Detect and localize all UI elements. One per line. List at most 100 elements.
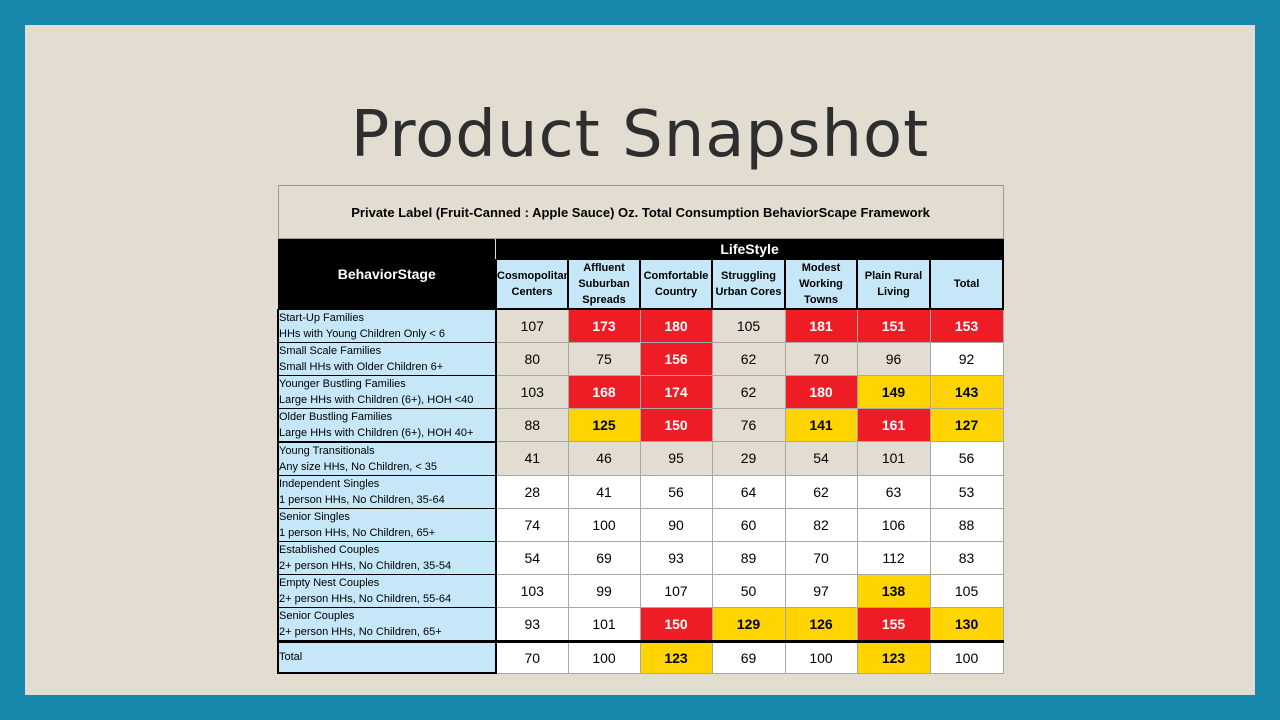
row-label: Senior Singles 1 person HHs, No Children,…	[277, 507, 497, 542]
row-label-segment: Younger Bustling Families	[279, 377, 406, 390]
table-row: Young Transitionals Any size HHs, No Chil…	[277, 440, 1004, 476]
table-cell: 130	[929, 606, 1004, 642]
lifestyle-header: LifeStyle	[495, 238, 1004, 260]
row-label-description: 1 person HHs, No Children, 65+	[279, 526, 436, 539]
table-cell: 150	[639, 606, 713, 642]
table-body: Start-Up Families HHs with Young Children…	[277, 308, 1004, 674]
table-cell: 69	[711, 639, 786, 674]
column-header-line: Plain Rural	[864, 270, 923, 282]
table-cell: 93	[495, 606, 569, 642]
table-cell: 99	[567, 573, 641, 608]
row-label: Older Bustling Families Large HHs with Ch…	[277, 407, 497, 442]
table-cell: 80	[495, 341, 569, 376]
table-cell: 82	[784, 507, 858, 542]
table-cell: 76	[711, 407, 786, 442]
table-cell: 74	[495, 507, 569, 542]
table-cell: 125	[567, 407, 641, 442]
row-label-description: Large HHs with Children (6+), HOH <40	[279, 393, 474, 406]
row-label: Small Scale Families Small HHs with Older…	[277, 341, 497, 376]
column-header-line: Living	[877, 286, 910, 298]
table-cell: 173	[567, 308, 641, 343]
column-header: Plain Rural Living	[856, 259, 931, 310]
table-cell: 105	[929, 573, 1004, 608]
table-cell: 112	[856, 540, 931, 575]
table-row: Established Couples 2+ person HHs, No Chi…	[277, 540, 1004, 575]
row-label-segment: Senior Singles	[279, 510, 350, 523]
total-row: Total 70 100 123 69 100 123 100	[277, 639, 1004, 674]
table-cell: 143	[929, 374, 1004, 409]
row-label: Younger Bustling Families Large HHs with …	[277, 374, 497, 409]
table-cell: 62	[711, 341, 786, 376]
row-label-description: Any size HHs, No Children, < 35	[279, 460, 438, 473]
row-label-segment: Independent Singles	[279, 477, 380, 490]
table-row: Senior Singles 1 person HHs, No Children,…	[277, 507, 1004, 542]
row-label: Empty Nest Couples 2+ person HHs, No Chil…	[277, 573, 497, 608]
table-cell: 123	[856, 639, 931, 674]
table-cell: 150	[639, 407, 713, 442]
column-header: Modest Working Towns	[784, 259, 858, 310]
table-cell: 100	[929, 639, 1004, 674]
table-cell: 180	[784, 374, 858, 409]
column-header-line: Towns	[803, 294, 838, 306]
table-cell: 69	[567, 540, 641, 575]
column-header: Struggling Urban Cores	[711, 259, 786, 310]
table-cell: 96	[856, 341, 931, 376]
table-cell: 107	[495, 308, 569, 343]
total-row-label: Total	[277, 639, 497, 674]
table-row: Start-Up Families HHs with Young Children…	[277, 308, 1004, 343]
row-label-segment: Empty Nest Couples	[279, 576, 380, 589]
table-cell: 138	[856, 573, 931, 608]
table-cell: 50	[711, 573, 786, 608]
table-cell: 123	[639, 639, 713, 674]
table-cell: 56	[929, 441, 1004, 476]
table-cell: 156	[639, 341, 713, 376]
row-label: Established Couples 2+ person HHs, No Chi…	[277, 540, 497, 575]
table-row: Senior Couples 2+ person HHs, No Children…	[277, 606, 1004, 642]
table-cell: 101	[567, 606, 641, 642]
table-cell: 174	[639, 374, 713, 409]
column-header-line: Country	[654, 286, 698, 298]
slide-title: Product Snapshot	[350, 98, 930, 172]
row-label-description: 2+ person HHs, No Children, 65+	[279, 625, 442, 638]
column-header: Total	[928, 259, 1005, 310]
table-cell: 63	[856, 474, 931, 509]
table-cell: 100	[567, 639, 641, 674]
table-cell: 151	[856, 308, 931, 343]
column-header-line: Suburban	[578, 278, 630, 290]
row-label-description: 2+ person HHs, No Children, 35-54	[279, 559, 452, 572]
row-label-segment: Senior Couples	[279, 609, 355, 622]
column-header-line: Struggling	[721, 270, 776, 282]
table-cell: 41	[567, 474, 641, 509]
table-cell: 107	[639, 573, 713, 608]
column-header-row: Cosmopolitan Centers Affluent Suburban Sprea…	[278, 259, 1005, 310]
table-caption: Private Label (Fruit-Canned : Apple Sauc…	[277, 185, 1004, 239]
row-label: Start-Up Families HHs with Young Children…	[277, 308, 497, 343]
table-cell: 88	[495, 407, 569, 442]
table-cell: 54	[784, 441, 858, 476]
table-cell: 105	[711, 308, 786, 343]
table-cell: 161	[856, 407, 931, 442]
table-cell: 62	[784, 474, 858, 509]
table-cell: 89	[711, 540, 786, 575]
table-cell: 90	[639, 507, 713, 542]
row-label: Young Transitionals Any size HHs, No Chil…	[277, 440, 497, 476]
table-cell: 181	[784, 308, 858, 343]
table-cell: 28	[495, 474, 569, 509]
table-cell: 97	[784, 573, 858, 608]
table-cell: 64	[711, 474, 786, 509]
table-cell: 95	[639, 441, 713, 476]
table-cell: 54	[495, 540, 569, 575]
column-header-line: Affluent	[583, 262, 625, 274]
table-row: Small Scale Families Small HHs with Older…	[277, 341, 1004, 376]
row-label-description: HHs with Young Children Only < 6	[279, 327, 446, 340]
row-label-segment: Established Couples	[279, 543, 380, 556]
row-label: Senior Couples 2+ person HHs, No Children…	[277, 606, 497, 642]
row-label-description: Small HHs with Older Children 6+	[279, 360, 444, 373]
behaviorstage-header: BehaviorStage	[277, 238, 497, 310]
column-header: Affluent Suburban Spreads	[567, 259, 641, 310]
table-cell: 88	[929, 507, 1004, 542]
table-cell: 168	[567, 374, 641, 409]
table-cell: 29	[711, 441, 786, 476]
column-header: Comfortable Country	[639, 259, 713, 310]
table-cell: 56	[639, 474, 713, 509]
